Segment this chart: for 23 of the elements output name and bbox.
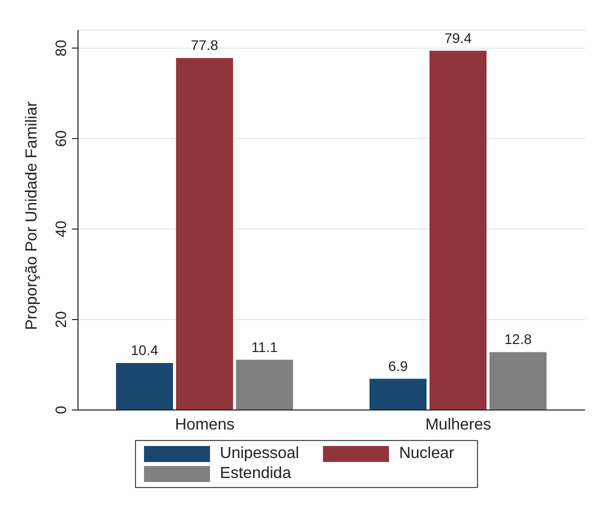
bar [236, 360, 294, 410]
legend-label: Nuclear [399, 445, 456, 463]
y-axis-title: Proporção Por Unidade Familiar [24, 100, 41, 330]
bar [176, 58, 234, 410]
x-tick-label: Mulheres [425, 416, 492, 434]
y-tick-label: 40 [53, 220, 70, 238]
y-tick-label: 80 [53, 40, 70, 56]
data-label: 6.9 [388, 358, 408, 374]
legend-label: Estendida [220, 465, 292, 483]
data-label: 10.4 [130, 342, 158, 358]
y-tick-label: 60 [53, 130, 70, 147]
y-tick-label: 20 [53, 311, 70, 328]
bar [430, 50, 487, 410]
x-tick-label: Homens [174, 416, 235, 434]
data-label: 79.4 [444, 30, 472, 46]
y-tick-label: 0 [53, 406, 70, 414]
data-label: 77.8 [190, 37, 218, 54]
data-label: 11.1 [251, 338, 278, 355]
bar [490, 352, 547, 410]
legend-label: Unipessoal [220, 445, 300, 463]
bar [370, 378, 427, 410]
data-label: 12.8 [504, 331, 532, 348]
bar [116, 362, 174, 410]
